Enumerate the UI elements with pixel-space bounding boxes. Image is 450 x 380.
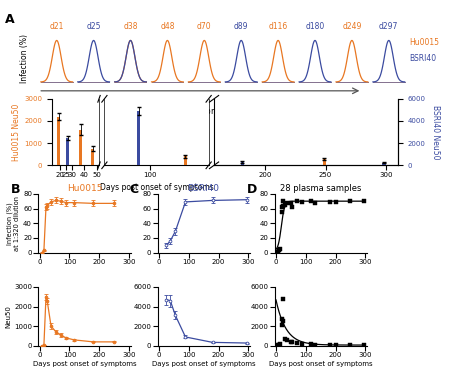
- Point: [307, 198, 314, 204]
- Y-axis label: Hu0015 Neu50: Hu0015 Neu50: [12, 103, 21, 161]
- Text: d89: d89: [234, 22, 248, 31]
- Title: Hu0015: Hu0015: [67, 184, 102, 193]
- Point: [293, 340, 301, 347]
- Point: [277, 246, 284, 252]
- Bar: [137, 111, 140, 165]
- Point: [287, 200, 294, 206]
- Point: [326, 199, 333, 205]
- Text: d21: d21: [50, 22, 64, 31]
- Text: d70: d70: [197, 22, 211, 31]
- X-axis label: Days post onset of symptoms: Days post onset of symptoms: [32, 361, 136, 367]
- Bar: [57, 117, 60, 165]
- Bar: [241, 162, 244, 165]
- Point: [275, 342, 283, 348]
- Text: Hu0015: Hu0015: [409, 38, 439, 48]
- Text: d25: d25: [86, 22, 101, 31]
- Point: [347, 198, 354, 204]
- Text: BSRI40: BSRI40: [409, 54, 436, 63]
- Text: d116: d116: [269, 22, 288, 31]
- Point: [289, 204, 296, 210]
- Text: Plasma dilution (log$_{10}$): Plasma dilution (log$_{10}$): [157, 105, 244, 118]
- Point: [289, 339, 296, 345]
- Point: [332, 342, 339, 348]
- X-axis label: Days post onset of symptoms: Days post onset of symptoms: [99, 183, 213, 192]
- Point: [347, 342, 354, 348]
- Point: [281, 202, 288, 208]
- Point: [307, 341, 314, 347]
- Point: [275, 249, 282, 255]
- Text: C: C: [130, 183, 139, 196]
- Point: [284, 200, 291, 206]
- Point: [299, 341, 306, 347]
- Text: d249: d249: [342, 22, 362, 31]
- Point: [279, 209, 286, 215]
- Point: [280, 318, 287, 324]
- Point: [274, 343, 281, 349]
- Text: d38: d38: [123, 22, 138, 31]
- Point: [361, 198, 368, 204]
- Point: [293, 198, 301, 204]
- Text: D: D: [247, 183, 257, 196]
- Text: d48: d48: [160, 22, 175, 31]
- Point: [281, 336, 288, 342]
- Point: [280, 296, 287, 302]
- Point: [332, 199, 339, 205]
- Title: BSRI40: BSRI40: [188, 184, 220, 193]
- Point: [275, 247, 283, 253]
- Point: [279, 204, 286, 210]
- Bar: [382, 163, 386, 165]
- Bar: [79, 130, 82, 165]
- Text: Infection (%): Infection (%): [20, 34, 29, 82]
- Bar: [323, 159, 325, 165]
- Y-axis label: BSRI40 Neu50: BSRI40 Neu50: [431, 105, 440, 159]
- Point: [284, 337, 291, 343]
- Point: [326, 342, 333, 348]
- Bar: [184, 157, 187, 165]
- Text: d297: d297: [379, 22, 399, 31]
- Point: [275, 342, 282, 348]
- Bar: [66, 138, 69, 165]
- Point: [361, 342, 368, 348]
- Point: [277, 341, 284, 347]
- Text: B: B: [11, 183, 20, 196]
- Y-axis label: Neu50: Neu50: [5, 305, 11, 328]
- Point: [279, 316, 286, 322]
- Point: [311, 342, 318, 348]
- Y-axis label: Infection (%)
at 1:320 dilution: Infection (%) at 1:320 dilution: [7, 196, 20, 251]
- Point: [280, 203, 287, 209]
- Point: [279, 322, 286, 328]
- X-axis label: Days post onset of symptoms: Days post onset of symptoms: [269, 361, 373, 367]
- Text: d180: d180: [306, 22, 324, 31]
- Point: [299, 199, 306, 205]
- Title: 28 plasma samples: 28 plasma samples: [280, 184, 361, 193]
- X-axis label: Days post onset of symptoms: Days post onset of symptoms: [152, 361, 256, 367]
- Text: A: A: [4, 13, 14, 26]
- Point: [287, 339, 294, 345]
- Point: [311, 200, 318, 206]
- Point: [280, 198, 287, 204]
- Point: [274, 250, 281, 256]
- Bar: [91, 149, 94, 165]
